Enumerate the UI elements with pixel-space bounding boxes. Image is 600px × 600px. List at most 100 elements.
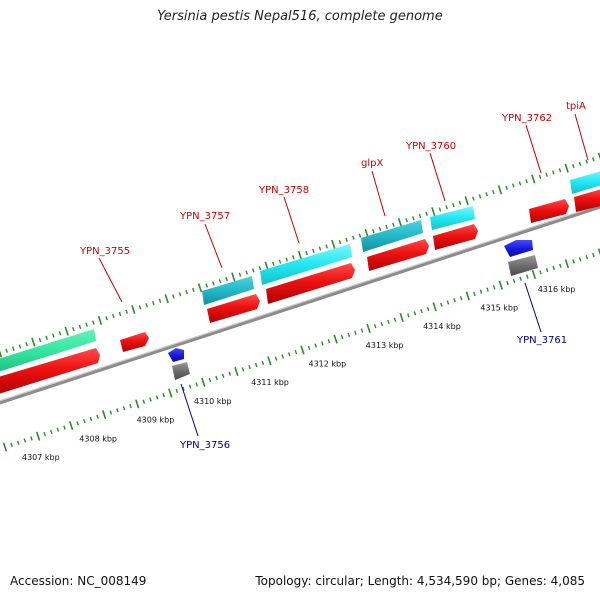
minor-tick — [578, 257, 582, 262]
feature-cyan-rna-1 — [260, 244, 352, 285]
minor-tick — [318, 246, 322, 251]
minor-tick — [63, 425, 66, 430]
minor-tick — [272, 261, 275, 266]
minor-tick — [526, 274, 529, 279]
minor-tick — [552, 170, 555, 175]
minor-tick — [352, 235, 355, 240]
minor-tick — [288, 352, 291, 357]
minor-tick — [559, 263, 562, 268]
tick-track-upper — [0, 152, 600, 358]
leader-glpx — [371, 170, 386, 217]
minor-tick — [252, 268, 255, 273]
pseudo-gene-1 — [172, 362, 190, 380]
major-tick — [267, 356, 272, 366]
minor-tick — [85, 322, 88, 327]
minor-tick — [506, 280, 509, 286]
minor-tick — [158, 298, 162, 303]
minor-tick — [118, 311, 122, 317]
minor-tick — [473, 291, 476, 297]
minor-tick — [92, 320, 95, 325]
cds-forward-5 — [367, 239, 429, 271]
minor-tick — [578, 161, 582, 166]
genome-summary-text: Topology: circular; Length: 4,534,590 bp… — [255, 574, 585, 588]
minor-tick — [245, 270, 248, 275]
minor-tick — [492, 189, 495, 195]
cds-forward-2 — [120, 332, 149, 352]
minor-tick — [152, 300, 155, 306]
minor-tick — [175, 388, 179, 394]
cds-forward-8 — [574, 189, 600, 212]
minor-tick — [52, 333, 55, 338]
minor-tick — [72, 326, 75, 332]
minor-tick — [274, 356, 278, 361]
gene-label-ypn-3755: YPN_3755 — [79, 246, 130, 257]
minor-tick — [459, 296, 463, 301]
major-tick — [397, 217, 403, 228]
major-tick — [2, 442, 8, 452]
minor-tick — [312, 248, 315, 253]
minor-tick — [294, 349, 298, 355]
minor-tick — [122, 406, 126, 411]
major-tick — [465, 291, 470, 301]
minor-tick — [58, 331, 62, 336]
scale-tick-label: 4307 kbp — [22, 453, 60, 462]
minor-tick — [458, 200, 462, 206]
gene-label-ypn-3761: YPN_3761 — [516, 335, 567, 346]
genome-backbone — [0, 204, 600, 405]
minor-tick — [525, 179, 528, 184]
minor-tick — [105, 316, 108, 321]
gene-label-ypn-3757: YPN_3757 — [179, 211, 230, 222]
scale-tick-label: 4310 kbp — [194, 397, 232, 406]
minor-tick — [479, 289, 483, 294]
minor-tick — [538, 174, 542, 179]
minor-tick — [5, 348, 8, 353]
minor-tick — [162, 393, 165, 398]
minor-tick — [129, 403, 132, 409]
minor-tick — [145, 303, 148, 308]
minor-tick — [327, 339, 331, 344]
major-tick — [231, 272, 236, 282]
map-title: Yersinia pestis Nepal516, complete genom… — [157, 9, 443, 24]
minor-tick — [585, 255, 589, 260]
scale-tick-label: 4314 kbp — [423, 322, 461, 331]
minor-tick — [182, 386, 185, 391]
minor-tick — [188, 384, 192, 389]
cds-forward-6 — [433, 224, 478, 250]
minor-tick — [172, 294, 175, 299]
minor-tick — [505, 185, 508, 190]
major-tick — [164, 294, 169, 304]
major-tick — [331, 239, 336, 249]
minor-tick — [155, 395, 159, 400]
gene-label-ypn-3758: YPN_3758 — [258, 185, 309, 196]
leader-ypn-3760 — [429, 152, 446, 202]
minor-tick — [446, 300, 450, 305]
major-tick — [102, 410, 107, 420]
minor-tick — [185, 289, 188, 295]
minor-tick — [221, 373, 225, 378]
feature-teal-rna-1 — [202, 276, 254, 305]
minor-tick — [192, 287, 195, 293]
minor-tick — [314, 343, 317, 348]
major-tick — [300, 345, 305, 355]
minor-tick — [478, 194, 482, 199]
major-tick — [597, 248, 600, 256]
minor-tick — [512, 278, 516, 284]
major-tick — [531, 174, 536, 184]
minor-tick — [519, 276, 522, 281]
major-tick — [297, 250, 303, 260]
minor-tick — [545, 172, 548, 177]
cds-forward-1 — [0, 348, 100, 394]
minor-tick — [545, 267, 549, 273]
scale-tick-label: 4311 kbp — [251, 378, 289, 387]
minor-tick — [208, 377, 212, 383]
minor-tick — [109, 410, 113, 415]
minor-tick — [241, 367, 245, 372]
accession-text: Accession: NC_008149 — [10, 574, 147, 588]
minor-tick — [347, 332, 351, 338]
minor-tick — [305, 250, 308, 256]
minor-tick — [116, 408, 119, 413]
minor-tick — [83, 418, 86, 424]
minor-tick — [138, 305, 142, 310]
minor-tick — [96, 414, 99, 419]
minor-tick — [407, 313, 410, 318]
